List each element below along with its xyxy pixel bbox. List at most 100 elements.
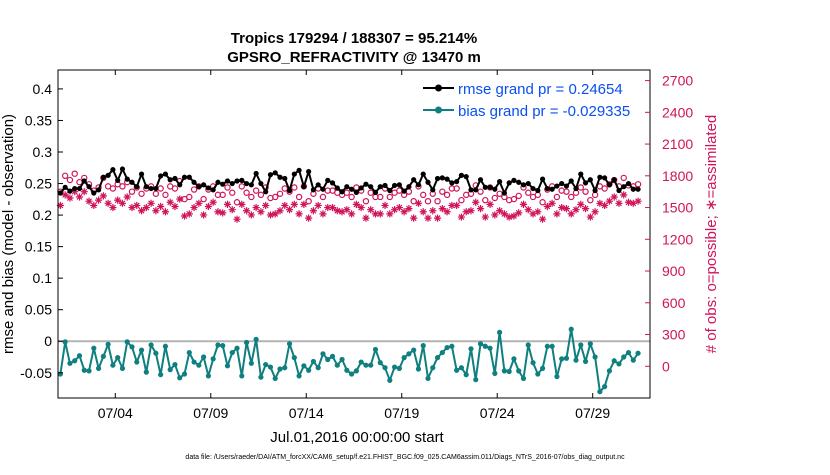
bias-point <box>86 368 92 374</box>
bias-point <box>310 358 317 365</box>
bias-point <box>148 342 154 348</box>
assimilated-obs-marker <box>610 193 618 201</box>
possible-obs-marker <box>620 174 627 182</box>
bias-point <box>267 364 274 370</box>
possible-obs-marker <box>276 190 284 197</box>
rmse-point <box>148 185 154 192</box>
assimilated-obs-marker <box>433 214 442 222</box>
possible-obs-marker <box>577 184 584 191</box>
bias-point <box>191 359 197 365</box>
assimilated-obs-marker <box>367 206 375 214</box>
assimilated-obs-marker <box>252 203 260 212</box>
rmse-point <box>544 185 550 192</box>
possible-obs-marker <box>443 191 451 199</box>
possible-obs-marker <box>152 190 160 197</box>
rmse-point <box>454 179 460 185</box>
assimilated-obs-marker <box>266 211 275 219</box>
bias-point <box>334 362 340 368</box>
possible-obs-marker <box>295 193 303 201</box>
bias-point <box>544 343 550 349</box>
rmse-point <box>158 173 164 179</box>
bias-point <box>124 339 130 345</box>
possible-obs-marker <box>243 189 250 196</box>
rmse-point <box>582 180 589 186</box>
assimilated-obs-marker <box>438 205 446 213</box>
bias-point <box>434 355 441 361</box>
assimilated-obs-marker <box>338 208 346 216</box>
possible-obs-marker <box>257 191 265 199</box>
bias-point <box>177 375 183 381</box>
rmse-point <box>382 182 388 189</box>
bias-point <box>329 353 336 359</box>
assimilated-obs-marker <box>242 207 251 215</box>
assimilated-obs-marker <box>157 202 165 211</box>
rmse-point <box>301 184 307 190</box>
possible-obs-marker <box>362 197 370 205</box>
bias-point <box>611 358 617 364</box>
y-tick-label: 0.3 <box>33 144 53 160</box>
rmse-point <box>215 179 221 185</box>
rmse-point <box>124 176 130 182</box>
y2-tick-label: 0 <box>662 358 670 374</box>
bias-point <box>525 342 531 348</box>
rmse-point <box>201 182 207 188</box>
bias-point <box>430 365 436 371</box>
rmse-point <box>344 184 350 190</box>
assimilated-obs-marker <box>510 212 518 220</box>
possible-obs-marker <box>281 185 288 192</box>
possible-obs-marker <box>238 183 246 190</box>
bias-point <box>449 343 455 349</box>
rmse-point <box>559 180 565 187</box>
legend-rmse-marker <box>435 84 442 92</box>
rmse-point <box>492 186 498 192</box>
rmse-point <box>592 187 598 194</box>
bias-point <box>162 343 169 349</box>
bias-point <box>210 356 216 362</box>
possible-obs-marker <box>386 193 394 201</box>
rmse-point <box>167 177 173 183</box>
assimilated-obs-marker <box>123 193 131 201</box>
x-tick-label: 07/19 <box>384 405 419 421</box>
rmse-point <box>616 187 622 194</box>
bias-point <box>482 343 488 349</box>
footnote: data file: /Users/raeder/DAI/ATM_forcXX/… <box>185 454 625 461</box>
possible-obs-marker <box>453 185 460 192</box>
bias-point <box>415 366 422 372</box>
bias-point <box>263 361 269 368</box>
bias-point <box>597 389 603 395</box>
assimilated-obs-marker <box>104 199 112 207</box>
rmse-point <box>482 184 488 190</box>
assimilated-obs-marker <box>414 199 423 207</box>
bias-point <box>186 349 192 356</box>
possible-obs-marker <box>248 193 255 201</box>
axis-layer: 07/04 07/09 07/14 07/19 07/24 07/29 -0.05 0 0.05… <box>20 70 693 421</box>
rmse-point <box>602 175 608 181</box>
bias-point <box>286 341 293 347</box>
assimilated-obs-marker <box>534 208 542 216</box>
assimilated-obs-marker <box>400 208 408 216</box>
bias-point <box>454 367 460 373</box>
bias-point <box>420 343 426 349</box>
bias-point <box>458 365 465 371</box>
bias-point <box>492 370 498 376</box>
bias-point <box>568 326 574 332</box>
bias-point <box>377 360 383 366</box>
rmse-point <box>320 186 326 192</box>
assimilated-obs-marker <box>505 213 513 221</box>
possible-obs-marker <box>563 188 570 195</box>
rmse-point <box>76 185 83 192</box>
x-tick-label: 07/14 <box>289 405 324 421</box>
rmse-point <box>172 175 178 182</box>
rmse-point <box>162 171 169 177</box>
possible-obs-marker <box>200 195 207 203</box>
bias-point <box>72 358 78 364</box>
y-tick-label: 0 <box>44 333 52 349</box>
possible-obs-marker <box>305 197 312 205</box>
assimilated-obs-marker <box>381 201 389 210</box>
legend-bias-marker <box>435 106 442 114</box>
bias-point <box>138 347 145 353</box>
possible-obs-marker <box>348 193 355 201</box>
rmse-point <box>554 183 560 189</box>
possible-obs-marker <box>405 188 413 195</box>
